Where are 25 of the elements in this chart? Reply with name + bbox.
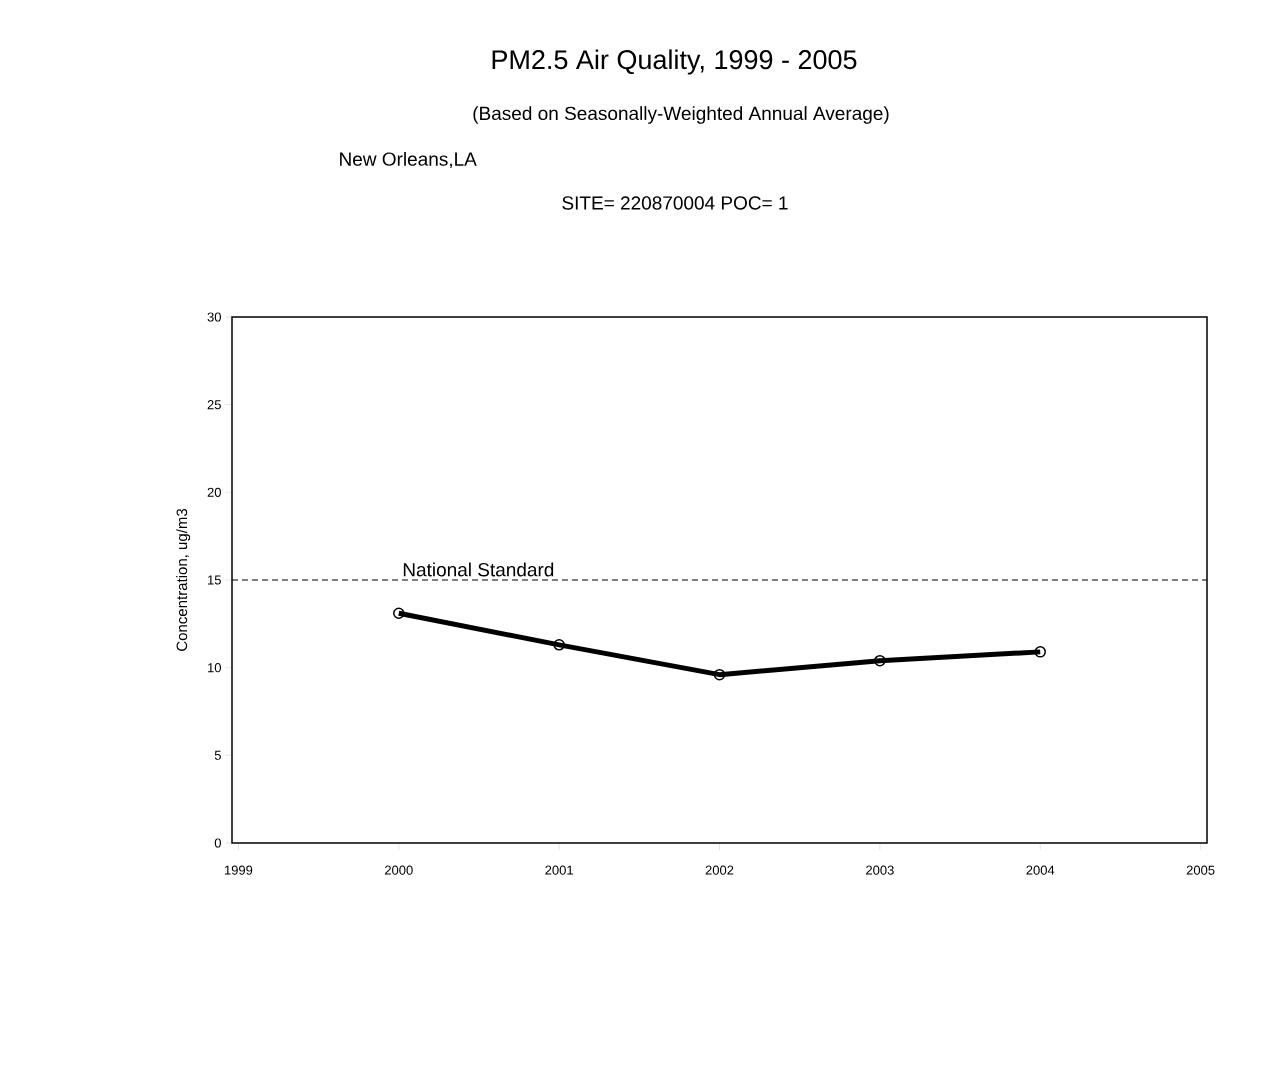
x-tick-label: 2005 <box>1186 865 1215 875</box>
y-tick-label: 10 <box>208 663 221 673</box>
x-tick-label: 2000 <box>384 865 413 875</box>
y-tick-label: 15 <box>208 575 221 585</box>
y-tick-label: 20 <box>207 487 221 497</box>
y-tick-label: 30 <box>207 312 221 322</box>
chart-subtitle: (Based on Seasonally-Weighted Annual Average) <box>473 106 889 124</box>
text: SITE= 220870004 POC= 1 <box>562 196 788 210</box>
y-tick-label: 25 <box>207 400 221 410</box>
x-tick-label: 2004 <box>1026 865 1055 875</box>
chart-title: PM2.5 Air Quality, 1999 - 2005 <box>492 49 857 75</box>
text: New Orleans,LA <box>340 151 477 169</box>
x-tick-label: 2001 <box>545 865 573 875</box>
point <box>553 639 565 651</box>
x-tick-label: 2002 <box>705 865 734 875</box>
ref-line-label: National Standard <box>403 562 554 577</box>
point <box>1034 646 1046 658</box>
point <box>393 607 405 620</box>
x-tick-label: 1999 <box>224 865 253 875</box>
y-tick-label: 0 <box>214 838 221 848</box>
point <box>874 654 886 667</box>
y-axis-title: Concentration, ug/m3 <box>176 508 191 651</box>
point <box>713 668 726 681</box>
x-tick-label: 2003 <box>866 865 894 875</box>
y-tick-label: 5 <box>214 750 221 760</box>
